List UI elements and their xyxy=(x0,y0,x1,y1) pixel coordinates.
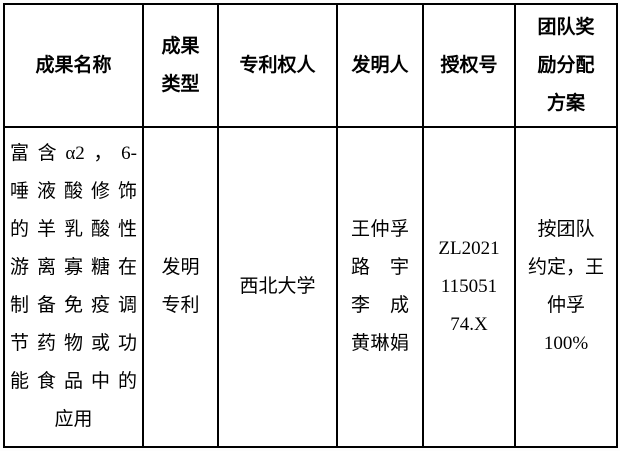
text-line: 励分配 xyxy=(537,54,595,76)
cell-achievement-type: 发明 专利 xyxy=(142,126,219,448)
patent-achievement-table: 成果名称 成果类型 专利权人 发明人 授权号 团队奖励分配方案 富含α2，6- 唾… xyxy=(3,3,618,448)
header-cell-patentee: 专利权人 xyxy=(217,3,338,128)
header-cell-reward-plan: 团队奖 励分配 方案 xyxy=(514,3,618,128)
text-line: 团队奖 xyxy=(537,16,595,38)
cell-patentee: 西北大学 xyxy=(217,126,338,448)
text-line: 成果名称 xyxy=(35,54,112,76)
text-line: 游离寡糖在 xyxy=(10,257,137,278)
cell-reward-plan: 按团队约定，王仲孚 100% xyxy=(514,126,618,448)
text-line: 专利权人 xyxy=(239,54,316,76)
text-line: 115051 xyxy=(440,276,498,297)
cell-inventors: 王仲孚路宇李成黄琳娟 xyxy=(336,126,424,448)
header-cell-inventors: 发明人 xyxy=(336,3,424,128)
text-line: 约定，王 xyxy=(527,257,604,278)
text-line: 专利 xyxy=(161,295,200,316)
text-line: 的羊乳酸性 xyxy=(10,219,137,240)
header-cell-achievement-name: 成果名称 xyxy=(3,3,144,128)
text-line: 王仲孚 xyxy=(351,219,409,240)
text-line: 路宇 xyxy=(351,257,409,278)
text-line: 仲孚 xyxy=(546,295,585,316)
text-line: 西北大学 xyxy=(239,276,316,297)
text-line: 李成 xyxy=(351,295,409,316)
cell-achievement-name: 富含α2，6- 唾液酸修饰的羊乳酸性游离寡糖在制备免疫调节药物或功能食品中的应用 xyxy=(3,126,144,448)
header-cell-achievement-type: 成果 类型 xyxy=(142,3,219,128)
table-data-row: 富含α2，6- 唾液酸修饰 的羊乳酸性 游离寡糖在 制备免疫调 节药物或功 能食品中的 应用 … xyxy=(3,126,618,448)
text-line: 发明人 xyxy=(351,54,409,76)
text-line: 按团队 xyxy=(537,219,595,240)
text-line: 类型 xyxy=(161,73,200,95)
text-line: 授权号 xyxy=(440,54,498,76)
text-line: 黄琳娟 xyxy=(351,333,409,354)
table-header-row: 成果名称 成果类型 专利权人 发明人 授权号 团队奖励分配方案 xyxy=(3,3,618,128)
text-line: ZL2021 xyxy=(438,238,500,259)
text-line: 能食品中的 xyxy=(10,371,137,392)
text-line: 发明 xyxy=(161,257,200,278)
text-line: 应用 xyxy=(54,409,93,430)
text-line: 成果 xyxy=(161,35,200,57)
text-line: 74.X xyxy=(450,314,488,335)
text-line: 唾液酸修饰 xyxy=(10,181,137,202)
text-line: 富含α2，6- xyxy=(10,143,137,164)
text-line: 100% xyxy=(543,333,589,354)
text-line: 节药物或功 xyxy=(10,333,137,354)
cell-grant-number: ZL2021 115051 74.X xyxy=(422,126,516,448)
header-cell-grant-number: 授权号 xyxy=(422,3,516,128)
text-line: 方案 xyxy=(546,92,585,114)
text-line: 制备免疫调 xyxy=(10,295,137,316)
